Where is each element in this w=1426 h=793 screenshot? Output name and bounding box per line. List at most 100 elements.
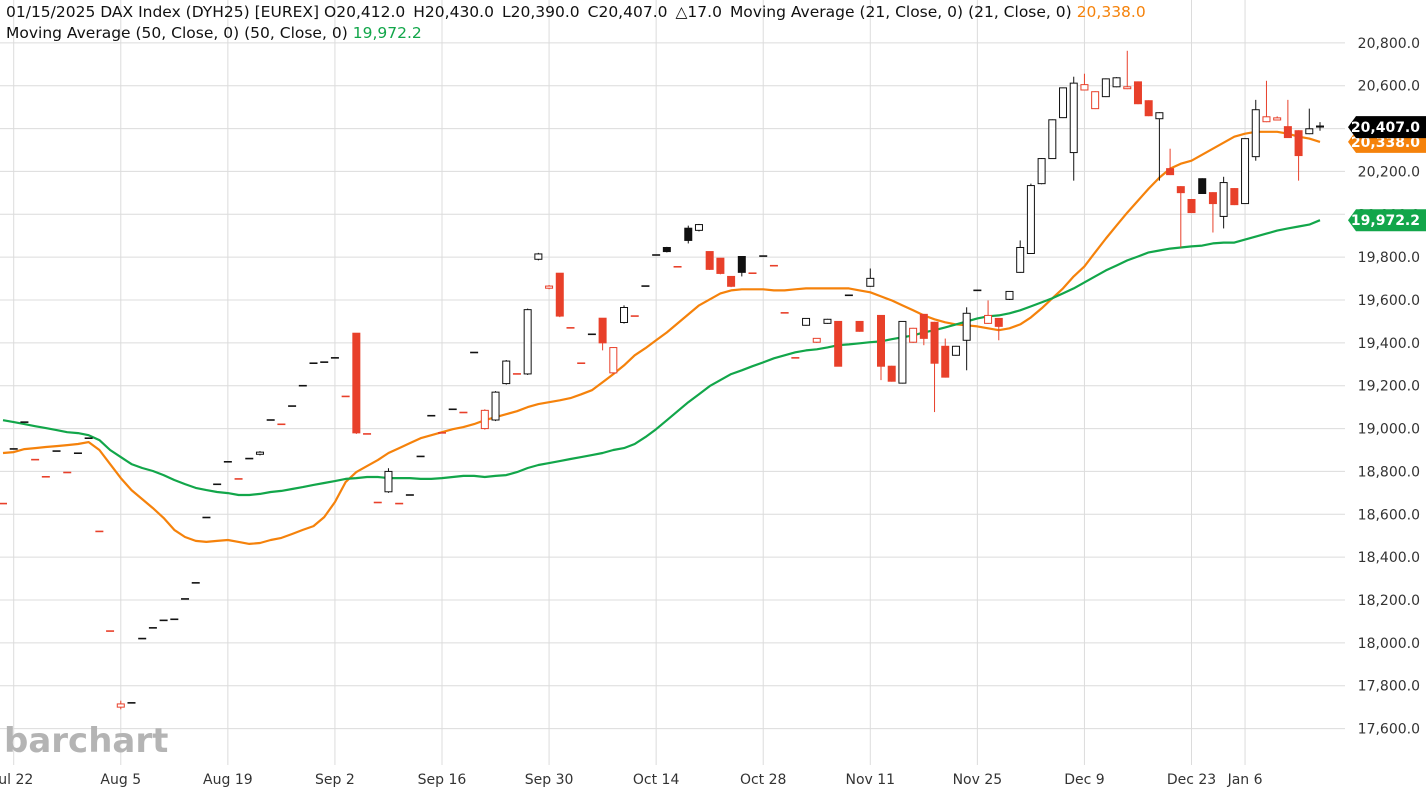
y-tick-label: 17,600.0 <box>1358 722 1420 738</box>
candle-body <box>716 257 725 274</box>
x-tick-label: Oct 28 <box>740 772 786 788</box>
y-tick-label: 19,000.0 <box>1358 422 1420 438</box>
candle-body <box>898 320 907 384</box>
candle-body <box>737 256 746 273</box>
candle-body <box>984 314 993 324</box>
watermark: barchart <box>4 721 168 761</box>
x-tick-label: Aug 19 <box>203 772 253 788</box>
candle-body <box>684 227 693 241</box>
x-tick-label: Dec 23 <box>1167 772 1216 788</box>
candle-body <box>877 314 885 367</box>
candle-body <box>705 251 714 270</box>
candle-body <box>620 307 629 323</box>
legend-params: (50, Close, 0) <box>244 24 348 42</box>
candle-body <box>802 317 811 326</box>
candle-body <box>1273 117 1282 121</box>
header-line: 01/15/2025 DAX Index (DYH25) [EUREX] O20,… <box>6 2 1151 23</box>
price-badge-label: 20,407.0 <box>1351 120 1420 136</box>
x-tick-label: Jul 22 <box>0 772 33 788</box>
candle-body <box>609 347 618 374</box>
x-tick-label: Sep 2 <box>315 772 355 788</box>
candle-body <box>855 320 864 332</box>
plot-area <box>0 50 1324 710</box>
candle-body <box>1230 188 1239 206</box>
candle-body <box>909 327 918 343</box>
y-tick-label: 17,800.0 <box>1358 679 1420 695</box>
y-tick-label: 18,600.0 <box>1358 507 1420 523</box>
candle-body <box>1316 125 1324 128</box>
candle-body <box>1091 91 1100 110</box>
candle-body <box>1101 78 1110 98</box>
x-tick-label: Oct 14 <box>633 772 680 788</box>
candle-body <box>555 272 564 317</box>
y-tick-label: 19,200.0 <box>1358 379 1420 395</box>
candle-body <box>941 345 950 378</box>
candle-body <box>1048 119 1057 160</box>
quote: C20,407.0 <box>587 3 668 21</box>
y-tick-label: 20,200.0 <box>1358 164 1420 180</box>
x-tick-label: Aug 5 <box>100 772 141 788</box>
candle-body <box>480 409 489 430</box>
candle-body <box>384 470 393 493</box>
candle-body <box>255 451 264 455</box>
candle-body <box>1037 158 1046 185</box>
candle-body <box>1016 247 1025 273</box>
candle-body <box>523 309 532 375</box>
price-badge <box>1348 209 1426 232</box>
candle-body <box>694 224 703 231</box>
candle-body <box>1155 112 1164 120</box>
legend-params: (21, Close, 0) <box>968 3 1072 21</box>
y-tick-label: 19,800.0 <box>1358 250 1420 266</box>
candle-body <box>834 320 843 367</box>
header: 01/15/2025 DAX Index (DYH25) [EUREX] O20,… <box>6 2 1151 44</box>
price-badge <box>1348 116 1426 139</box>
legend-value: 20,338.0 <box>1076 3 1146 21</box>
x-tick-label: Dec 9 <box>1064 772 1104 788</box>
y-tick-label: 20,800.0 <box>1358 36 1420 52</box>
candle-body <box>1166 168 1175 176</box>
candle-body <box>1187 199 1196 214</box>
candle-body <box>1069 82 1078 154</box>
y-tick-label: 20,600.0 <box>1358 79 1420 95</box>
y-tick-label: 18,200.0 <box>1358 593 1420 609</box>
candle-body <box>1059 87 1068 119</box>
y-tick-label: 18,000.0 <box>1358 636 1420 652</box>
x-tick-label: Sep 16 <box>418 772 467 788</box>
candle-body <box>491 391 500 421</box>
candle-body <box>962 312 971 341</box>
moving-average-line <box>2 219 1321 497</box>
y-tick-label: 18,400.0 <box>1358 550 1420 566</box>
candle-body <box>1198 178 1207 194</box>
candle-body <box>1112 77 1121 88</box>
candle-body <box>352 332 361 434</box>
legend-value: 19,972.2 <box>352 24 422 42</box>
candle-body <box>545 285 554 289</box>
x-tick-label: Sep 30 <box>525 772 574 788</box>
y-tick-label: 18,800.0 <box>1358 464 1420 480</box>
candle-body <box>1241 138 1250 205</box>
quote: △17.0 <box>675 3 722 21</box>
candle-body <box>887 365 896 382</box>
candle-body <box>994 317 1003 327</box>
symbol: 01/15/2025 DAX Index (DYH25) [EUREX] <box>6 3 320 21</box>
candle-body <box>919 313 928 339</box>
price-badge-label: 19,972.2 <box>1351 213 1420 229</box>
quote: L20,390.0 <box>501 3 580 21</box>
candle-body <box>1305 128 1314 135</box>
candle-body <box>1176 186 1185 194</box>
quote: H20,430.0 <box>413 3 494 21</box>
x-tick-label: Nov 25 <box>953 772 1003 788</box>
x-tick-label: Jan 6 <box>1227 772 1263 788</box>
moving-average-line <box>2 130 1321 545</box>
candle-body <box>1123 86 1132 90</box>
legend-name: Moving Average (21, Close, 0) <box>729 3 964 21</box>
candle-body <box>502 360 511 385</box>
candle-body <box>1283 126 1292 139</box>
candle-body <box>1080 84 1089 91</box>
x-tick-label: Nov 11 <box>845 772 895 788</box>
candle-body <box>1251 109 1260 158</box>
candle-body <box>1262 116 1271 123</box>
candle-body <box>1294 130 1303 157</box>
candle-body <box>1144 100 1153 117</box>
